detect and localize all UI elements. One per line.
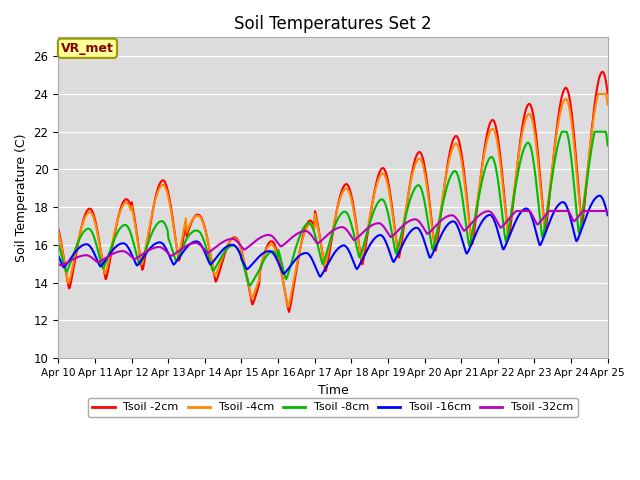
Tsoil -8cm — [177, 250, 184, 255]
Tsoil -32cm — [177, 246, 185, 252]
Tsoil -4cm — [54, 228, 62, 234]
Line: Tsoil -2cm: Tsoil -2cm — [58, 72, 608, 312]
Tsoil -4cm — [417, 156, 424, 162]
Tsoil -4cm — [65, 280, 72, 286]
Tsoil -32cm — [122, 249, 129, 255]
Tsoil -8cm — [559, 129, 566, 134]
Tsoil -32cm — [65, 259, 73, 264]
Tsoil -2cm — [177, 252, 184, 258]
Tsoil -16cm — [65, 259, 72, 265]
Line: Tsoil -8cm: Tsoil -8cm — [58, 132, 608, 286]
Title: Soil Temperatures Set 2: Soil Temperatures Set 2 — [234, 15, 432, 33]
X-axis label: Time: Time — [317, 384, 348, 396]
Tsoil -32cm — [401, 221, 408, 227]
Tsoil -16cm — [121, 241, 129, 247]
Tsoil -2cm — [65, 282, 72, 288]
Tsoil -4cm — [595, 91, 602, 97]
Tsoil -2cm — [205, 247, 213, 253]
Y-axis label: Soil Temperature (C): Soil Temperature (C) — [15, 133, 28, 262]
Tsoil -4cm — [177, 244, 184, 250]
Tsoil -8cm — [417, 184, 424, 190]
Tsoil -16cm — [604, 212, 612, 218]
Tsoil -8cm — [401, 218, 408, 224]
Tsoil -8cm — [246, 283, 253, 288]
Tsoil -2cm — [285, 309, 293, 315]
Line: Tsoil -32cm: Tsoil -32cm — [58, 211, 608, 265]
Tsoil -4cm — [401, 215, 408, 221]
Tsoil -32cm — [417, 220, 424, 226]
Tsoil -16cm — [595, 193, 603, 199]
Tsoil -8cm — [205, 257, 213, 263]
Tsoil -16cm — [401, 238, 408, 244]
Tsoil -2cm — [417, 150, 424, 156]
Tsoil -4cm — [205, 247, 213, 252]
Tsoil -2cm — [54, 226, 62, 231]
Tsoil -2cm — [121, 197, 129, 203]
Tsoil -2cm — [401, 220, 408, 226]
Tsoil -16cm — [177, 252, 184, 258]
Tsoil -8cm — [121, 222, 129, 228]
Tsoil -8cm — [604, 143, 612, 148]
Tsoil -16cm — [54, 253, 62, 259]
Tsoil -16cm — [417, 228, 424, 234]
Legend: Tsoil -2cm, Tsoil -4cm, Tsoil -8cm, Tsoil -16cm, Tsoil -32cm: Tsoil -2cm, Tsoil -4cm, Tsoil -8cm, Tsoi… — [88, 398, 578, 417]
Tsoil -32cm — [54, 261, 62, 266]
Tsoil -32cm — [513, 208, 520, 214]
Tsoil -8cm — [54, 240, 62, 246]
Tsoil -8cm — [65, 265, 72, 271]
Tsoil -32cm — [604, 210, 612, 216]
Tsoil -32cm — [58, 263, 65, 268]
Text: VR_met: VR_met — [61, 42, 114, 55]
Tsoil -4cm — [604, 102, 612, 108]
Line: Tsoil -4cm: Tsoil -4cm — [58, 94, 608, 307]
Tsoil -4cm — [121, 201, 129, 206]
Tsoil -16cm — [205, 261, 213, 266]
Tsoil -4cm — [284, 304, 292, 310]
Tsoil -16cm — [317, 274, 324, 279]
Tsoil -2cm — [604, 91, 612, 96]
Tsoil -2cm — [598, 69, 606, 75]
Line: Tsoil -16cm: Tsoil -16cm — [58, 196, 608, 276]
Tsoil -32cm — [207, 249, 214, 254]
